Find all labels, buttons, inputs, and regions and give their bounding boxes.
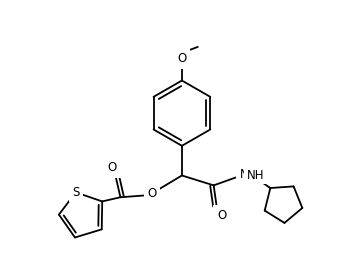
Text: N: N	[240, 168, 249, 181]
Text: O: O	[217, 209, 226, 221]
Text: O: O	[147, 187, 157, 200]
Text: H: H	[245, 169, 254, 182]
Text: S: S	[72, 186, 80, 199]
Text: O: O	[177, 52, 187, 65]
Text: NH: NH	[246, 169, 264, 182]
Text: O: O	[108, 161, 117, 174]
